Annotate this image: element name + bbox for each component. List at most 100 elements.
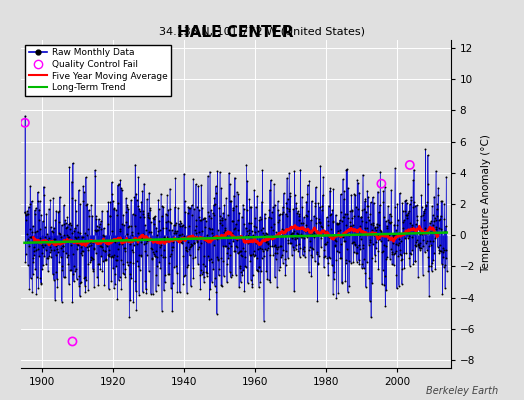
Point <box>335 220 343 226</box>
Point <box>315 253 323 260</box>
Point <box>100 282 108 288</box>
Point <box>237 214 246 220</box>
Point <box>203 232 211 238</box>
Point <box>120 222 128 228</box>
Point <box>193 204 201 210</box>
Point <box>421 249 429 256</box>
Point <box>307 217 315 224</box>
Point <box>422 202 431 208</box>
Point <box>143 252 151 258</box>
Point <box>274 218 282 225</box>
Point <box>411 258 420 264</box>
Point <box>221 216 230 222</box>
Point <box>388 261 396 267</box>
Point <box>217 282 225 288</box>
Point <box>352 228 360 234</box>
Point <box>389 240 397 247</box>
Point <box>416 246 424 253</box>
Point <box>205 256 213 263</box>
Point <box>40 192 48 198</box>
Point <box>267 177 275 183</box>
Point <box>174 232 183 238</box>
Point <box>407 222 416 228</box>
Point <box>122 195 130 202</box>
Point <box>213 236 221 242</box>
Point <box>357 214 365 220</box>
Point <box>133 240 141 247</box>
Point <box>388 249 397 255</box>
Point <box>306 238 314 244</box>
Point <box>102 256 111 262</box>
Point <box>398 200 407 206</box>
Point <box>226 274 235 280</box>
Point <box>53 248 62 255</box>
Point <box>251 215 259 222</box>
Point <box>56 230 64 237</box>
Point <box>309 227 317 233</box>
Point <box>170 228 179 235</box>
Point <box>402 200 411 206</box>
Point <box>345 283 353 289</box>
Point <box>321 228 330 234</box>
Point <box>235 210 244 216</box>
Point <box>135 266 144 273</box>
Point <box>147 228 156 235</box>
Point <box>91 173 100 180</box>
Point <box>59 242 68 249</box>
Point <box>304 208 312 214</box>
Point <box>197 240 205 246</box>
Point <box>330 276 338 282</box>
Point <box>347 260 355 266</box>
Point <box>127 223 135 230</box>
Point <box>24 262 32 268</box>
Point <box>324 202 333 209</box>
Point <box>387 187 395 193</box>
Point <box>166 186 174 192</box>
Point <box>235 248 244 254</box>
Point <box>347 208 356 214</box>
Point <box>410 226 419 232</box>
Point <box>243 228 251 234</box>
Point <box>295 211 303 217</box>
Point <box>48 271 57 278</box>
Point <box>131 161 139 168</box>
Point <box>335 249 343 256</box>
Point <box>388 231 397 238</box>
Point <box>219 258 227 264</box>
Point <box>375 209 383 216</box>
Point <box>376 230 385 236</box>
Point <box>392 227 400 233</box>
Point <box>282 248 290 254</box>
Point <box>276 211 284 218</box>
Point <box>163 192 171 198</box>
Point <box>264 240 272 247</box>
Point <box>336 255 344 262</box>
Point <box>203 270 212 276</box>
Point <box>270 243 278 250</box>
Point <box>88 255 96 261</box>
Point <box>175 235 183 241</box>
Point <box>141 278 149 284</box>
Point <box>137 235 146 242</box>
Point <box>250 223 259 230</box>
Point <box>76 201 84 207</box>
Point <box>249 251 257 258</box>
Point <box>267 215 276 221</box>
Point <box>384 217 392 224</box>
Point <box>382 286 390 293</box>
Point <box>224 245 232 252</box>
Point <box>262 238 270 245</box>
Point <box>293 210 301 216</box>
Point <box>33 239 41 246</box>
Point <box>285 170 293 176</box>
Point <box>138 289 147 295</box>
Point <box>29 254 37 261</box>
Point <box>170 264 179 270</box>
Point <box>160 287 168 294</box>
Point <box>374 266 383 273</box>
Point <box>151 213 159 220</box>
Point <box>256 245 264 252</box>
Point <box>234 217 242 224</box>
Point <box>424 181 432 187</box>
Point <box>150 251 158 257</box>
